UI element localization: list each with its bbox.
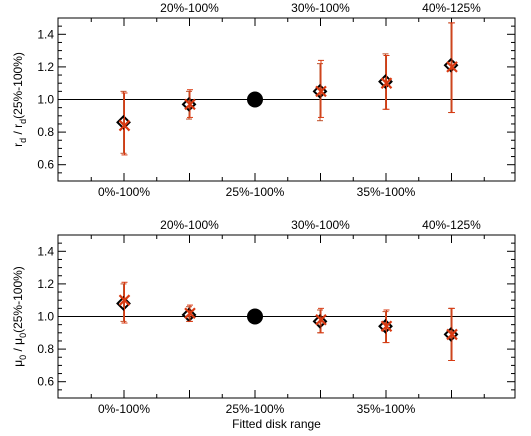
x-stroke	[315, 313, 327, 326]
x-tick-label-bottom: 35%-100%	[357, 185, 416, 199]
panel-1: 0.6 0.8 1.0 1.2 1.4 0%-100% 25%-100% 35%-100% 20…	[11, 1, 516, 199]
data-point-diamond	[116, 114, 131, 130]
x-stroke	[315, 85, 327, 98]
y-tick-label: 0.6	[37, 158, 54, 172]
x-tick-label-bottom: 25%-100%	[226, 402, 285, 416]
x-stroke	[184, 98, 196, 111]
data-point-x	[380, 77, 393, 89]
x-tick-label-top: 40%-125%	[422, 218, 481, 232]
x-tick-label-top: 30%-100%	[291, 1, 350, 15]
x-tick-label-bottom: 0%-100%	[98, 185, 150, 199]
x-tick-label-bottom: 25%-100%	[226, 185, 285, 199]
y-tick-label: 0.8	[37, 342, 54, 356]
reference-point	[247, 91, 263, 108]
data-point-x	[118, 119, 131, 132]
data-point-x	[118, 294, 131, 306]
x-stroke	[118, 294, 131, 306]
y-axis-label: rd / rd(25%-100%)	[11, 52, 28, 147]
x-stroke	[446, 61, 458, 73]
x-stroke	[184, 307, 196, 320]
y-axis-label: μ0 / μ0(25%-100%)	[11, 266, 28, 367]
x-tick-label-top: 40%-125%	[422, 1, 481, 15]
reference-point	[247, 308, 263, 325]
x-stroke	[446, 328, 458, 341]
data-point-x	[446, 61, 458, 73]
panel-2: 0.6 0.8 1.0 1.2 1.4 0%-100% 25%-100% 35%-100% 20…	[11, 218, 516, 431]
data-point-x	[184, 307, 196, 320]
data-point-x	[184, 98, 196, 111]
data-point-x	[315, 85, 327, 98]
y-tick-label: 1.2	[37, 277, 54, 291]
y-tick-label: 1.4	[37, 27, 54, 41]
y-tick-label: 0.6	[37, 375, 54, 389]
x-stroke	[380, 77, 393, 89]
y-tick-label: 1.2	[37, 60, 54, 74]
x-stroke	[118, 119, 131, 132]
y-tick-label: 1.0	[37, 93, 54, 107]
data-point-x	[380, 320, 393, 333]
x-tick-label-top: 20%-100%	[160, 1, 219, 15]
y-tick-label: 1.4	[37, 244, 54, 258]
data-point-diamond	[181, 307, 197, 323]
x-tick-label-top: 30%-100%	[291, 218, 350, 232]
data-point-diamond	[116, 296, 131, 311]
x-tick-label-top: 20%-100%	[160, 218, 219, 232]
data-point-diamond	[312, 313, 328, 329]
y-tick-label: 0.8	[37, 125, 54, 139]
x-stroke	[380, 320, 393, 333]
x-axis-label: Fitted disk range	[232, 417, 321, 431]
y-tick-label: 1.0	[37, 310, 54, 324]
x-tick-label-bottom: 0%-100%	[98, 402, 150, 416]
x-tick-label-bottom: 35%-100%	[357, 402, 416, 416]
data-point-x	[446, 328, 458, 341]
data-point-x	[315, 313, 327, 326]
